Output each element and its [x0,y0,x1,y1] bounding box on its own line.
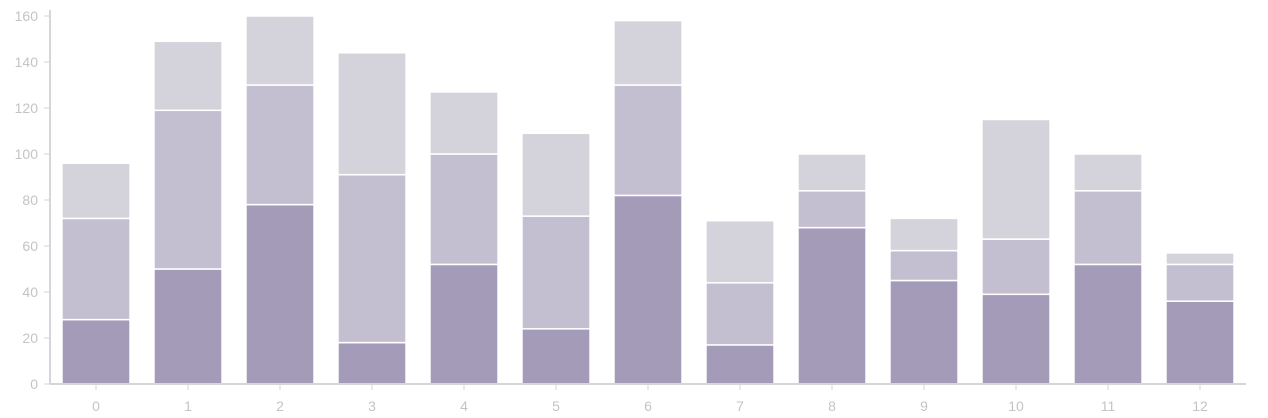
bar-segment [61,162,131,220]
bar-segment [337,52,407,176]
bar-segment [61,217,131,321]
bar-segment [981,293,1051,385]
bar-segment [153,40,223,112]
bar-segment [705,282,775,346]
y-tick-label: 40 [22,284,38,300]
bar-segment [245,84,315,206]
x-tick-label: 9 [920,398,928,414]
bar-segment [337,173,407,344]
bar-segment [797,153,867,192]
bar-segment [1165,263,1235,302]
bar-segment [613,194,683,385]
bar-segment [1165,300,1235,385]
bar-segment [61,318,131,385]
bar-segment [981,238,1051,296]
bar-segment [1073,153,1143,192]
x-tick-label: 2 [276,398,284,414]
y-tick-label: 80 [22,192,38,208]
bar-segment [337,341,407,385]
bar-segment [521,132,591,217]
bar-segment [521,328,591,385]
bar-segment [613,19,683,86]
bar-segment [1073,190,1143,266]
y-tick-label: 100 [15,146,39,162]
x-tick-label: 0 [92,398,100,414]
x-tick-label: 5 [552,398,560,414]
y-axis: 0 20 40 60 80 100 120 140 160 [15,8,51,392]
bar-segment [429,91,499,155]
x-axis: 0 1 2 3 4 5 6 7 8 9 10 11 12 [50,383,1246,414]
bar-segment [521,215,591,330]
bar-segment [153,268,223,385]
x-tick-label: 8 [828,398,836,414]
bar-segment [705,219,775,284]
x-tick-label: 3 [368,398,376,414]
bar-segment [429,153,499,266]
x-tick-label: 4 [460,398,468,414]
bar-segment [1165,252,1235,266]
bar-segment [153,109,223,270]
bar-segment [1073,263,1143,385]
x-tick-label: 10 [1008,398,1024,414]
x-tick-label: 1 [184,398,192,414]
x-tick-label: 11 [1101,398,1116,414]
bar-segment [797,190,867,229]
y-tick-label: 20 [22,330,38,346]
y-tick-label: 120 [15,100,39,116]
bar-segment [889,217,959,252]
y-tick-label: 0 [30,376,38,392]
x-tick-label: 6 [644,398,652,414]
y-tick-label: 60 [22,238,38,254]
bar-segment [797,226,867,385]
y-tick-label: 160 [15,8,39,24]
bar-segment [889,279,959,385]
bar-segment [429,263,499,385]
x-tick-label: 7 [736,398,744,414]
bar-segment [981,118,1051,240]
bar-segment [705,344,775,385]
y-tick-label: 140 [15,54,39,70]
bar-segment [245,203,315,385]
bar-segment [889,249,959,282]
x-tick-label: 12 [1192,398,1208,414]
bar-segment [613,84,683,197]
bar-segment [245,15,315,86]
bars-layer [61,15,1235,385]
